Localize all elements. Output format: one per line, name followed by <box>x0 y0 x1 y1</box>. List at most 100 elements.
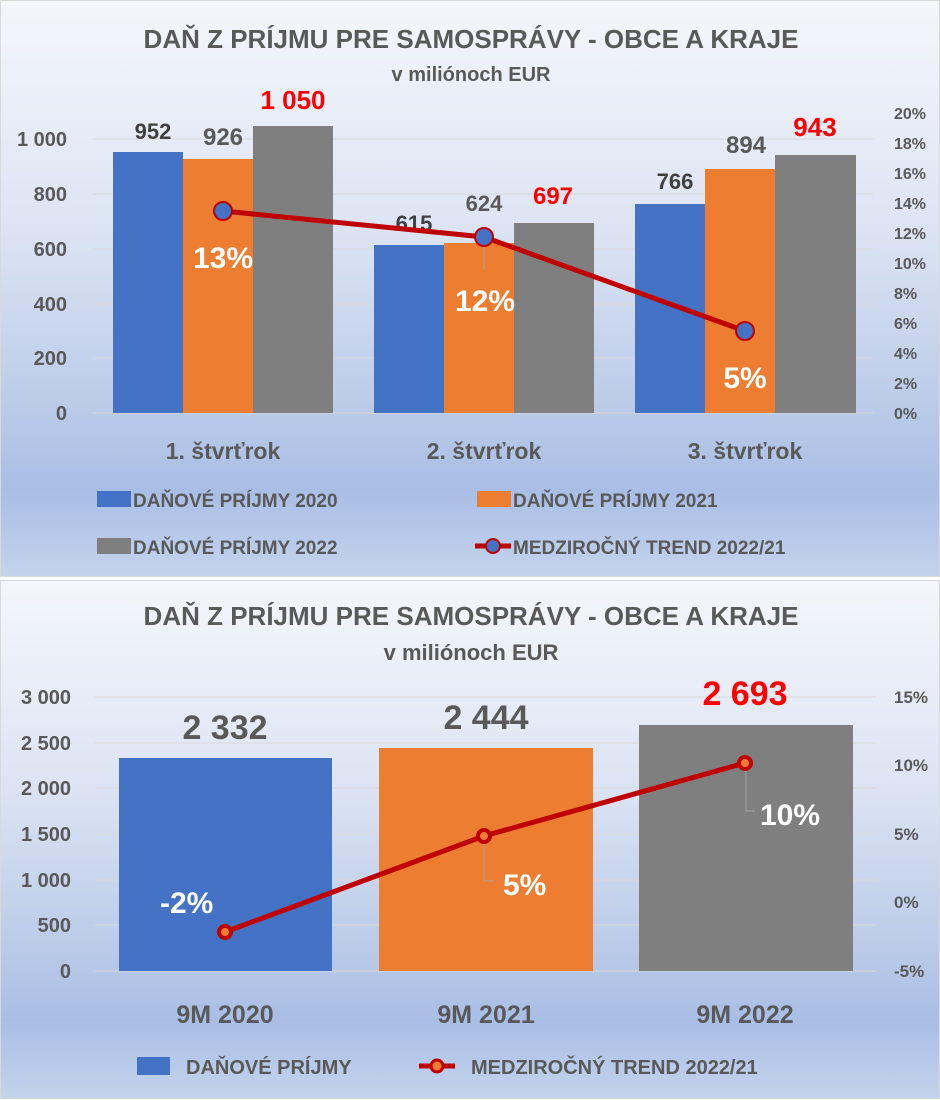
y-tick: 1 500 <box>21 824 71 846</box>
y-tick: 0 <box>56 403 67 425</box>
y-axis-right: 0% 2% 4% 6% 8% 10% 12% 14% 16% 18% 20% <box>894 106 926 423</box>
leader-lines <box>483 764 755 882</box>
legend: DAŇOVÉ PRÍJMY MEDZIROČNÝ TREND 2022/21 <box>137 1055 758 1079</box>
y2-tick: 2% <box>894 376 917 393</box>
trend-label: 12% <box>455 285 515 318</box>
bar-2020-q2[interactable] <box>374 245 444 413</box>
y2-tick: -5% <box>894 962 924 981</box>
chart-quarterly-panel: DAŇ Z PRÍJMU PRE SAMOSPRÁVY - OBCE A KRA… <box>0 0 940 577</box>
bar-label: 624 <box>466 191 503 216</box>
trend-label: -2% <box>160 887 213 920</box>
bar-label-highlight: 697 <box>533 183 573 210</box>
chart-quarterly-svg: DAŇ Z PRÍJMU PRE SAMOSPRÁVY - OBCE A KRA… <box>17 24 926 559</box>
trend-label: 5% <box>503 869 546 902</box>
y2-tick: 16% <box>894 166 926 183</box>
legend-trend-icon <box>475 538 511 554</box>
bar-2021-q2[interactable] <box>444 243 514 413</box>
bar-label-highlight: 1 050 <box>260 85 325 115</box>
y-tick: 800 <box>34 184 67 206</box>
x-tick: 9M 2020 <box>176 1001 273 1029</box>
y-tick: 3 000 <box>21 687 71 709</box>
trend-labels: -2% 5% 10% <box>160 799 820 920</box>
y-axis-left: 0 500 1 000 1 500 2 000 2 500 3 000 <box>21 687 71 983</box>
y2-tick: 5% <box>894 825 919 844</box>
legend-trend-icon <box>419 1058 455 1074</box>
bar-9m-2021[interactable] <box>379 748 593 971</box>
legend-label-2022[interactable]: DAŇOVÉ PRÍJMY 2022 <box>133 537 338 559</box>
bar-label: 2 444 <box>443 699 528 737</box>
legend-label-bars[interactable]: DAŇOVÉ PRÍJMY <box>186 1055 352 1079</box>
trend-label: 5% <box>723 362 766 395</box>
bar-label-highlight: 2 693 <box>702 675 787 713</box>
bar-label-highlight: 943 <box>793 112 836 142</box>
y2-tick: 10% <box>894 256 926 273</box>
x-tick: 1. štvrťrok <box>166 438 281 464</box>
legend-label-trend[interactable]: MEDZIROČNÝ TREND 2022/21 <box>513 537 786 559</box>
y2-tick: 12% <box>894 226 926 243</box>
trend-marker[interactable] <box>737 755 753 771</box>
bar-label: 2 332 <box>182 709 267 747</box>
bar-label: 894 <box>726 132 767 159</box>
legend-label-trend[interactable]: MEDZIROČNÝ TREND 2022/21 <box>471 1055 758 1079</box>
legend-swatch-2021 <box>477 491 511 507</box>
legend-label-2020[interactable]: DAŇOVÉ PRÍJMY 2020 <box>133 490 338 512</box>
bar-2022-q1[interactable] <box>253 126 333 413</box>
bar-2022-q3[interactable] <box>775 155 856 413</box>
legend-swatch-bars <box>137 1057 170 1075</box>
bar-labels: 2 332 2 444 2 693 <box>182 675 787 747</box>
bar-2021-q1[interactable] <box>183 159 253 413</box>
y2-tick: 18% <box>894 136 926 153</box>
legend-swatch-2020 <box>97 491 131 507</box>
chart-9m-svg: DAŇ Z PRÍJMU PRE SAMOSPRÁVY - OBCE A KRA… <box>21 601 928 1079</box>
legend-swatch-2022 <box>97 538 131 554</box>
chart-subtitle: v miliónoch EUR <box>384 640 559 665</box>
y2-tick: 10% <box>894 756 928 775</box>
trend-labels: 13% 12% 5% <box>193 242 767 395</box>
y-tick: 2 000 <box>21 778 71 800</box>
bar-2021-q3[interactable] <box>705 169 775 413</box>
y-tick: 500 <box>38 915 71 937</box>
y-tick: 400 <box>34 294 67 316</box>
trend-markers <box>217 755 753 940</box>
y2-tick: 15% <box>894 688 928 707</box>
y2-tick: 0% <box>894 406 917 423</box>
bar-label: 766 <box>657 169 694 194</box>
y2-tick: 4% <box>894 346 917 363</box>
x-tick: 3. štvrťrok <box>688 438 803 464</box>
y2-tick: 0% <box>894 893 919 912</box>
legend-label-2021[interactable]: DAŇOVÉ PRÍJMY 2021 <box>513 490 718 512</box>
y2-tick: 6% <box>894 316 917 333</box>
trend-marker[interactable] <box>213 201 233 221</box>
chart-9m-panel: DAŇ Z PRÍJMU PRE SAMOSPRÁVY - OBCE A KRA… <box>0 580 940 1099</box>
y-tick: 1 000 <box>21 870 71 892</box>
trend-marker[interactable] <box>735 321 755 341</box>
bar-label: 926 <box>203 124 243 151</box>
y-tick: 2 500 <box>21 733 71 755</box>
y-axis-right: -5% 0% 5% 10% 15% <box>894 688 928 981</box>
chart-subtitle: v miliónoch EUR <box>392 64 551 86</box>
chart-title: DAŇ Z PRÍJMU PRE SAMOSPRÁVY - OBCE A KRA… <box>144 601 799 631</box>
y-tick: 0 <box>60 961 71 983</box>
y-axis-left: 0 200 400 600 800 1 000 <box>17 129 67 425</box>
x-axis: 9M 2020 9M 2021 9M 2022 <box>176 1001 793 1029</box>
trend-markers <box>213 201 755 341</box>
trend-label: 13% <box>193 242 253 275</box>
y-tick: 200 <box>34 348 67 370</box>
trend-marker[interactable] <box>476 828 492 844</box>
y-tick: 1 000 <box>17 129 67 151</box>
legend: DAŇOVÉ PRÍJMY 2020 DAŇOVÉ PRÍJMY 2021 DA… <box>97 490 786 559</box>
y2-tick: 8% <box>894 286 917 303</box>
bar-2020-q1[interactable] <box>113 152 183 413</box>
y2-tick: 14% <box>894 196 926 213</box>
chart-title: DAŇ Z PRÍJMU PRE SAMOSPRÁVY - OBCE A KRA… <box>144 24 799 54</box>
trend-marker[interactable] <box>474 227 494 247</box>
bar-label: 952 <box>135 119 172 144</box>
trend-marker[interactable] <box>217 924 233 940</box>
x-tick: 2. štvrťrok <box>427 438 542 464</box>
trend-label: 10% <box>760 799 820 832</box>
y-tick: 600 <box>34 239 67 261</box>
x-axis: 1. štvrťrok 2. štvrťrok 3. štvrťrok <box>166 438 803 464</box>
bar-2020-q3[interactable] <box>635 204 705 413</box>
x-tick: 9M 2021 <box>437 1001 534 1029</box>
y2-tick: 20% <box>894 106 926 123</box>
